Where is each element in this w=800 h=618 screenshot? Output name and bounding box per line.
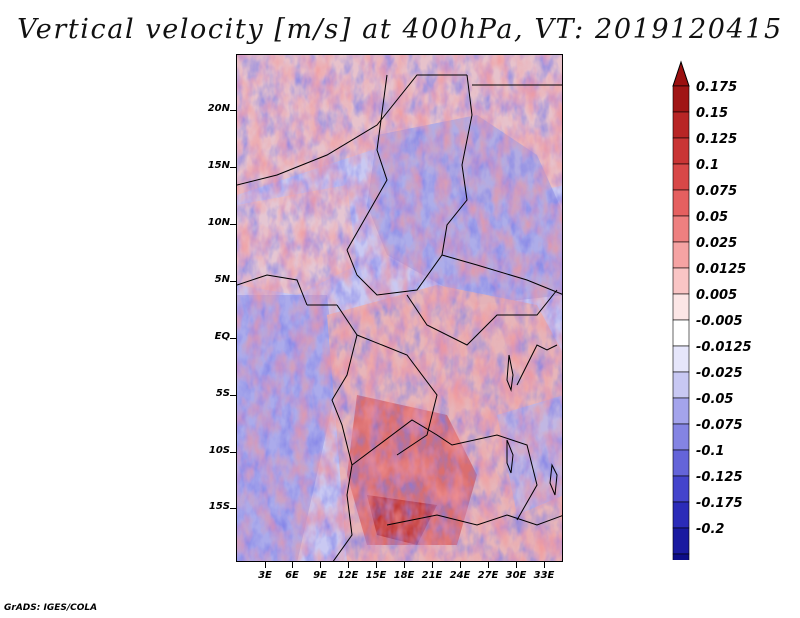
lat-tick: [230, 508, 236, 509]
colorbar-swatch: [672, 267, 690, 295]
colorbar-swatch: [672, 527, 690, 555]
colorbar-label: 0.1: [696, 158, 720, 173]
velocity-field: [237, 55, 562, 561]
colorbar-label: 0.075: [696, 184, 738, 199]
lon-tick: [376, 562, 377, 568]
colorbar-label: -0.005: [696, 314, 743, 329]
lon-tick: [265, 562, 266, 568]
lon-label-18e: 18E: [393, 570, 415, 581]
lon-tick: [544, 562, 545, 568]
colorbar-swatch: [672, 397, 690, 425]
map-panel: [236, 54, 563, 562]
footer-credit: GrADS: IGES/COLA: [4, 603, 98, 613]
lon-label-3e: 3E: [258, 570, 272, 581]
lon-label-9e: 9E: [313, 570, 327, 581]
colorbar-label: 0.125: [696, 132, 738, 147]
colorbar-label: 0.175: [696, 80, 738, 95]
colorbar-label: 0.0125: [696, 262, 747, 277]
colorbar-swatch: [672, 501, 690, 529]
colorbar-swatch: [672, 319, 690, 347]
colorbar-label: -0.1: [696, 444, 725, 459]
lon-tick: [460, 562, 461, 568]
colorbar-swatch: [672, 111, 690, 139]
colorbar-label: -0.0125: [696, 340, 752, 355]
lon-tick: [432, 562, 433, 568]
lon-label-12e: 12E: [337, 570, 359, 581]
lon-label-24e: 24E: [449, 570, 471, 581]
lon-tick: [320, 562, 321, 568]
colorbar-label: -0.025: [696, 366, 743, 381]
lon-label-30e: 30E: [505, 570, 527, 581]
colorbar-label: -0.075: [696, 418, 743, 433]
colorbar-swatch: [672, 371, 690, 399]
lat-tick: [230, 395, 236, 396]
lat-tick: [230, 338, 236, 339]
lat-tick: [230, 224, 236, 225]
lon-label-6e: 6E: [285, 570, 299, 581]
lat-label-5n: 5N: [214, 274, 230, 285]
lat-label-15n: 15N: [207, 160, 230, 171]
lon-label-27e: 27E: [477, 570, 499, 581]
colorbar-swatch: [672, 189, 690, 217]
colorbar-swatch: [672, 423, 690, 451]
colorbar-swatch: [672, 475, 690, 503]
lat-tick: [230, 167, 236, 168]
colorbar-label: 0.05: [696, 210, 729, 225]
lat-label-15s: 15S: [208, 501, 230, 512]
lon-tick: [404, 562, 405, 568]
chart-title: Vertical velocity [m/s] at 400hPa, VT: 2…: [17, 14, 783, 45]
colorbar-swatch: [672, 163, 690, 191]
lat-label-5s: 5S: [215, 388, 230, 399]
colorbar-label: -0.175: [696, 496, 743, 511]
lat-label-eq: EQ: [214, 331, 230, 342]
lat-label-10s: 10S: [208, 445, 230, 456]
colorbar-label: 0.15: [696, 106, 729, 121]
colorbar-label: 0.025: [696, 236, 738, 251]
lon-tick: [292, 562, 293, 568]
lat-tick: [230, 110, 236, 111]
colorbar-swatch: [672, 215, 690, 243]
lat-tick: [230, 452, 236, 453]
colorbar-swatch: [672, 449, 690, 477]
colorbar-label: -0.05: [696, 392, 734, 407]
colorbar-swatch: [672, 293, 690, 321]
colorbar-swatch: [672, 553, 690, 560]
colorbar-swatch: [672, 241, 690, 269]
lat-label-10n: 10N: [207, 217, 230, 228]
lon-tick: [488, 562, 489, 568]
colorbar-label: -0.125: [696, 470, 743, 485]
lon-label-21e: 21E: [421, 570, 443, 581]
colorbar-over-arrow: [672, 60, 690, 87]
colorbar: [672, 60, 690, 560]
colorbar-label: 0.005: [696, 288, 738, 303]
colorbar-swatch: [672, 85, 690, 113]
lat-label-20n: 20N: [207, 103, 230, 114]
colorbar-swatch: [672, 345, 690, 373]
lon-label-15e: 15E: [365, 570, 387, 581]
lon-label-33e: 33E: [533, 570, 555, 581]
lon-tick: [516, 562, 517, 568]
colorbar-swatch: [672, 137, 690, 165]
colorbar-label: -0.2: [696, 522, 725, 537]
lon-tick: [348, 562, 349, 568]
lat-tick: [230, 281, 236, 282]
